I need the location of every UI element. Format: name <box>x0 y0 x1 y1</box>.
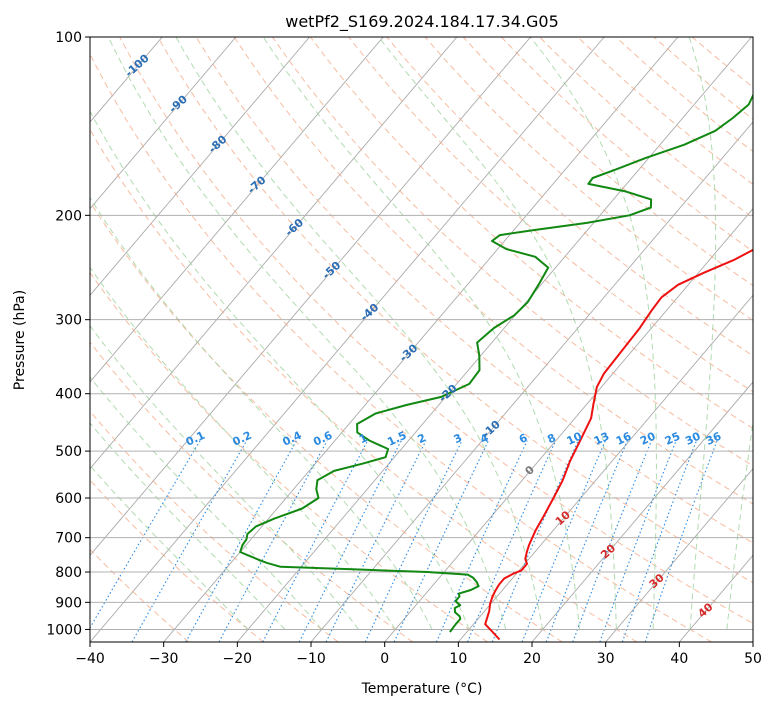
isotherm-line <box>457 294 753 642</box>
x-tick-label: −40 <box>75 651 105 667</box>
dewpoint-profile <box>239 93 753 633</box>
dry-adiabat-line <box>90 548 190 642</box>
y-tick-label: 700 <box>55 531 82 547</box>
isotherm-line <box>605 467 753 642</box>
isotherm-line <box>90 37 310 297</box>
mixing-ratio-line <box>325 440 427 642</box>
dry-adiabat-line <box>310 37 753 430</box>
y-tick-label: 600 <box>55 491 82 507</box>
dry-adiabat-line <box>233 37 753 505</box>
mixing-ratio-line <box>599 440 677 642</box>
x-tick-label: 40 <box>670 651 688 667</box>
isotherm-line <box>384 207 753 642</box>
mixing-ratio-line <box>644 440 718 642</box>
mixing-ratio-label: 20 <box>638 429 658 447</box>
mixing-ratio-line <box>131 440 248 642</box>
mixing-ratio-label: 13 <box>592 430 611 448</box>
x-axis-label: Temperature (°C) <box>361 681 483 697</box>
moist-adiabat-line <box>262 37 580 630</box>
y-tick-label: 900 <box>55 595 82 611</box>
x-tick-label: 10 <box>449 651 467 667</box>
moist-adiabat-line <box>90 196 433 630</box>
dry-adiabat-line <box>90 271 488 642</box>
x-tick-label: 30 <box>597 651 615 667</box>
y-tick-label: 200 <box>55 208 82 224</box>
isotherm-line <box>90 37 605 642</box>
mixing-ratio-label: 10 <box>565 429 585 447</box>
moist-adiabat-line <box>378 37 617 630</box>
moist-adiabat-line <box>90 464 249 630</box>
moist-adiabat-line <box>726 418 753 630</box>
mixing-ratio-label: 16 <box>614 429 634 447</box>
isotherm-line <box>752 641 753 642</box>
dry-adiabat-line <box>462 37 753 287</box>
mixing-ratio-label: 25 <box>663 430 682 448</box>
x-tick-label: −10 <box>296 651 326 667</box>
y-tick-label: 500 <box>55 444 82 460</box>
y-tick-label: 800 <box>55 565 82 581</box>
dry-adiabat-line <box>90 479 264 642</box>
y-tick-label: 300 <box>55 313 82 329</box>
mixing-ratio-line <box>435 440 528 642</box>
isotherm-line <box>90 37 458 470</box>
isotherm-line <box>531 381 753 642</box>
mixing-ratio-label: 36 <box>704 429 724 447</box>
y-tick-label: 1000 <box>46 622 82 638</box>
moist-adiabat-line <box>175 37 544 630</box>
mixing-ratio-line <box>185 440 297 642</box>
moist-adiabat-line <box>90 266 396 630</box>
isotherm-line <box>90 37 384 383</box>
moist-adiabat-line <box>107 37 507 630</box>
temperature-profile <box>484 248 753 641</box>
moist-adiabat-line <box>688 37 717 630</box>
isotherm-line <box>90 37 237 210</box>
y-axis-label: Pressure (hPa) <box>12 290 28 390</box>
dry-adiabat-line <box>90 341 414 642</box>
plot-frame <box>89 36 754 643</box>
dry-adiabat-line <box>271 37 753 467</box>
y-tick-label: 100 <box>55 30 82 46</box>
mixing-ratio-label: 30 <box>683 429 703 447</box>
dry-adiabat-line <box>195 37 753 544</box>
mixing-ratio-line <box>466 440 557 642</box>
moist-adiabat-line <box>90 376 323 630</box>
x-tick-label: 0 <box>380 651 389 667</box>
moist-adiabat-line <box>90 325 359 630</box>
isotherm-line <box>90 37 531 557</box>
x-tick-label: −20 <box>223 651 253 667</box>
moist-adiabat-line <box>90 422 286 630</box>
plot-background <box>90 37 753 642</box>
dry-adiabat-line <box>119 37 753 624</box>
chart-title: wetPf2_S169.2024.184.17.34.G05 <box>285 12 559 32</box>
dry-adiabat-line <box>90 52 712 642</box>
mixing-ratio-line <box>90 440 201 629</box>
sounding-profiles <box>239 93 753 641</box>
isotherm-line <box>236 37 752 642</box>
dry-adiabat-line <box>90 201 563 642</box>
x-tick-label: 50 <box>744 651 762 667</box>
dry-adiabat-line <box>348 37 753 393</box>
x-tick-label: 20 <box>523 651 541 667</box>
y-tick-label: 400 <box>55 387 82 403</box>
guide-lines <box>90 37 753 642</box>
mixing-ratio-line <box>621 440 698 642</box>
x-tick-label: −30 <box>149 651 179 667</box>
dry-adiabat-line <box>157 37 753 584</box>
moist-adiabat-line <box>90 110 470 630</box>
dry-adiabat-line <box>90 128 638 642</box>
moist-adiabat-line <box>530 37 657 630</box>
isotherm-line <box>163 37 679 642</box>
